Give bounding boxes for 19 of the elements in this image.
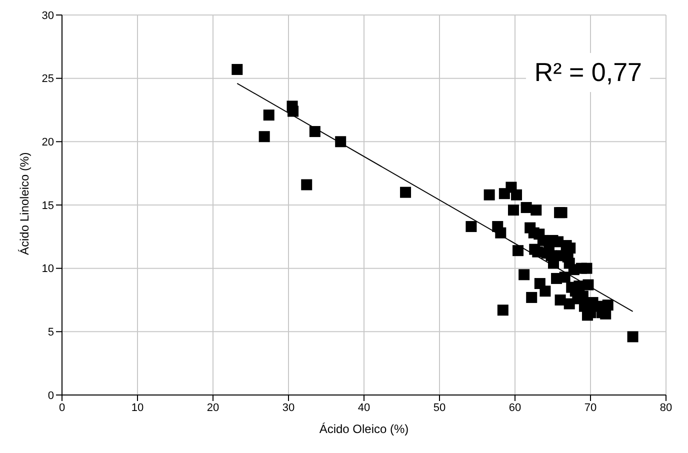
y-axis-title: Ácido Linoleico (%) [17, 152, 32, 255]
annotation: R² = 0,77 [526, 53, 650, 92]
y-tick-label: 20 [42, 136, 54, 149]
y-tick-label: 5 [48, 326, 54, 339]
y-tick-label: 10 [42, 263, 54, 276]
x-tick-label: 70 [584, 402, 597, 414]
y-tick-label: 25 [42, 73, 54, 86]
x-tick-label: 10 [131, 402, 144, 414]
x-tick-label: 80 [660, 402, 672, 414]
x-axis-title: Ácido Oleico (%) [319, 422, 409, 436]
x-tick-label: 20 [206, 402, 220, 414]
x-tick-label: 0 [58, 402, 66, 414]
y-tick-label: 0 [48, 390, 54, 402]
y-tick-label: 30 [42, 10, 54, 22]
x-tick-label: 60 [508, 402, 522, 414]
x-tick-label: 40 [358, 402, 370, 414]
x-tick-label: 30 [282, 402, 295, 414]
y-tick-label: 15 [42, 200, 54, 212]
x-tick-label: 50 [433, 402, 446, 414]
